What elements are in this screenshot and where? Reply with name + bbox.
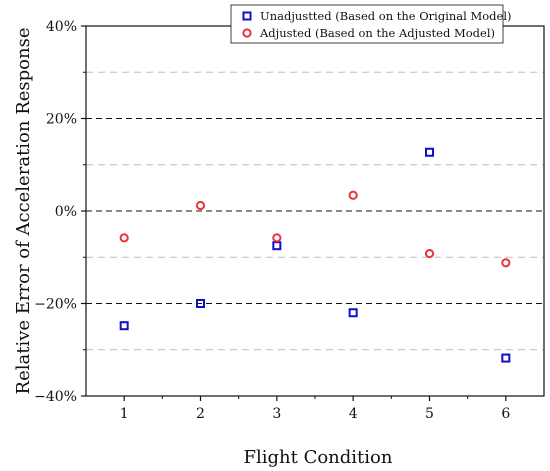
legend-label-2: Adjusted (Based on the Adjusted Model) [259,26,495,40]
series-2-point [272,233,282,243]
legend-label-1: Unadjustted (Based on the Original Model… [260,9,512,23]
x-tick-label: 5 [425,406,434,422]
x-tick-label: 2 [196,406,205,422]
y-tick-label: 20% [46,112,77,128]
legend-items: Unadjustted (Based on the Original Model… [242,9,512,40]
series-1-point [272,241,282,251]
series-1-point [119,321,129,331]
gridlines [86,71,544,351]
x-tick-label: 4 [349,406,358,422]
series-1-point [501,353,511,363]
series-2-point [348,190,358,200]
series-2-point [501,258,511,268]
y-tick-label: −20% [34,297,77,313]
x-tick-label: 3 [272,406,281,422]
series-2-point [195,200,206,211]
x-axis-title: Flight Condition [244,447,393,468]
legend-box [230,4,504,44]
series-1-point [196,299,205,308]
y-tick-label: 40% [46,19,77,35]
series-1-point [348,308,358,318]
legend-marker-2 [242,28,252,38]
y-tick-label: 0% [55,204,77,220]
x-tick-label: 6 [501,406,510,422]
x-axis-ticks: 1 2 3 4 5 6 [120,396,510,422]
y-axis-title: Relative Error of Acceleration Response [13,28,34,395]
series-1-point [425,147,434,157]
y-axis-ticks: 40% 20% 0% −20% −40% [34,19,86,405]
y-tick-label: −40% [34,389,77,405]
series-2-point [119,233,129,243]
legend: Unadjustted (Based on the Original Model… [230,4,512,44]
plot-area-frame [85,25,545,397]
data-points [119,147,511,363]
x-tick-label: 1 [120,406,129,422]
legend-marker-1 [242,11,252,21]
series-2-point [424,248,435,259]
